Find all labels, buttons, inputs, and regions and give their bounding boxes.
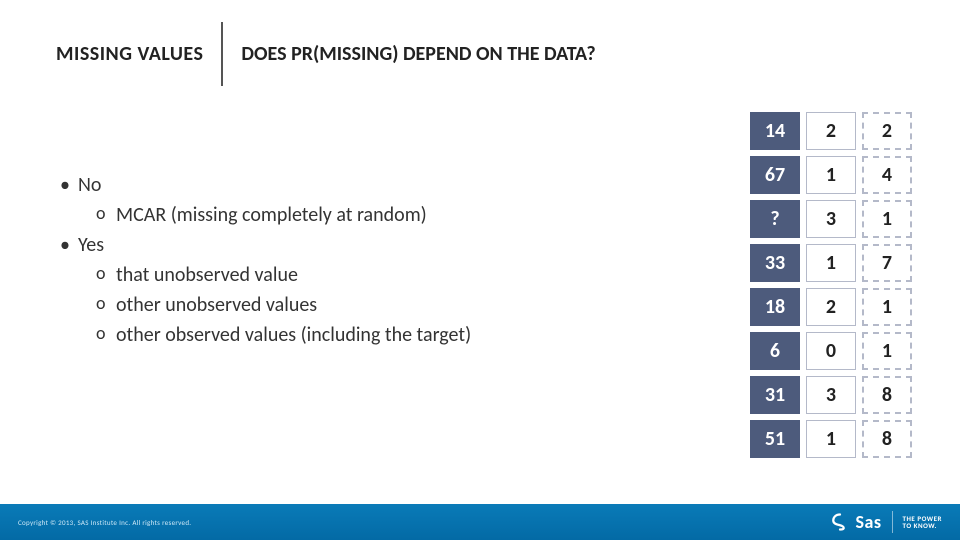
table-row: 18 2 1 [750, 288, 912, 326]
table-cell: ? [750, 200, 800, 238]
table-row: 67 1 4 [750, 156, 912, 194]
table-cell: 1 [806, 244, 856, 282]
list-item: No [60, 170, 580, 200]
table-cell: 2 [806, 288, 856, 326]
sas-swoosh-icon [831, 513, 849, 531]
slide-header: MISSING VALUES DOES PR(MISSING) DEPEND O… [56, 22, 596, 86]
bullet-list: No MCAR (missing completely at random) Y… [60, 170, 580, 350]
slide: MISSING VALUES DOES PR(MISSING) DEPEND O… [0, 0, 960, 540]
list-item: Yes [60, 230, 580, 260]
list-item: that unobserved value [60, 260, 580, 290]
tagline-text: THE POWER TO KNOW. [903, 515, 942, 530]
table-cell: 7 [862, 244, 912, 282]
table-cell: 2 [806, 112, 856, 150]
table-cell: 6 [750, 332, 800, 370]
tagline-separator [892, 511, 893, 533]
table-cell: 51 [750, 420, 800, 458]
table-cell: 1 [806, 420, 856, 458]
table-cell: 1 [862, 200, 912, 238]
list-item: other unobserved values [60, 290, 580, 320]
table-row: ? 3 1 [750, 200, 912, 238]
table-row: 6 0 1 [750, 332, 912, 370]
tagline-line2: TO KNOW. [903, 522, 942, 529]
table-cell: 1 [806, 156, 856, 194]
table-row: 31 3 8 [750, 376, 912, 414]
table-cell: 33 [750, 244, 800, 282]
header-right-title: DOES PR(MISSING) DEPEND ON THE DATA? [223, 22, 595, 86]
table-row: 33 1 7 [750, 244, 912, 282]
table-cell: 8 [862, 420, 912, 458]
table-cell: 8 [862, 376, 912, 414]
sas-logo: Sas [831, 511, 881, 533]
table-cell: 3 [806, 200, 856, 238]
table-cell: 18 [750, 288, 800, 326]
table-cell: 31 [750, 376, 800, 414]
table-row: 14 2 2 [750, 112, 912, 150]
table-cell: 3 [806, 376, 856, 414]
table-row: 51 1 8 [750, 420, 912, 458]
header-left-title: MISSING VALUES [56, 22, 221, 86]
list-item: other observed values (including the tar… [60, 320, 580, 350]
table-cell: 14 [750, 112, 800, 150]
table-cell: 1 [862, 332, 912, 370]
sas-logo-text: Sas [855, 511, 881, 533]
table-cell: 1 [862, 288, 912, 326]
list-item: MCAR (missing completely at random) [60, 200, 580, 230]
table-cell: 4 [862, 156, 912, 194]
logo-area: Sas THE POWER TO KNOW. [831, 511, 942, 533]
table-cell: 67 [750, 156, 800, 194]
copyright-text: Copyright © 2013, SAS Institute Inc. All… [18, 518, 191, 527]
footer-bar: Copyright © 2013, SAS Institute Inc. All… [0, 504, 960, 540]
data-table: 14 2 2 67 1 4 ? 3 1 33 1 7 18 2 1 6 0 1 [750, 112, 912, 464]
table-cell: 0 [806, 332, 856, 370]
table-cell: 2 [862, 112, 912, 150]
